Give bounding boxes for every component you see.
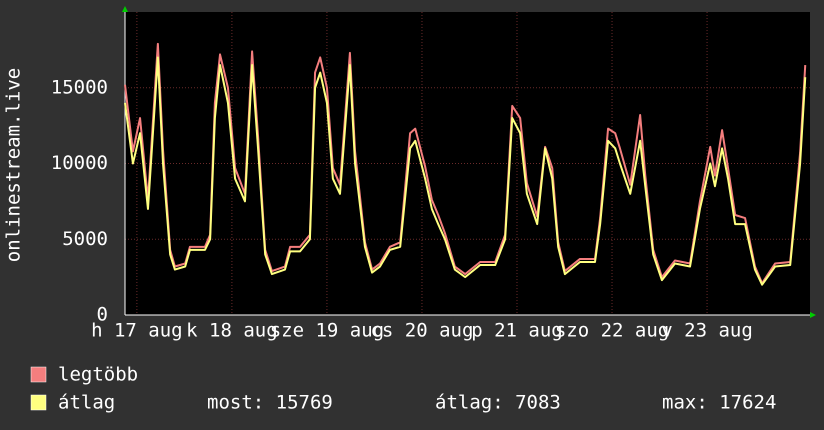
axis-arrow xyxy=(122,6,128,12)
line-series xyxy=(124,42,807,285)
legend-stat: átlag: 7083 xyxy=(435,392,561,414)
legend-stat: max: 17624 xyxy=(662,392,776,414)
y-tick-label: 15000 xyxy=(51,76,108,98)
x-tick-label: sze 19 aug xyxy=(270,320,384,342)
legend-swatch xyxy=(30,366,47,383)
legend-swatch xyxy=(30,394,47,411)
axis-arrow xyxy=(810,312,816,318)
y-tick-label: 0 xyxy=(97,304,108,326)
y-tick-label: 10000 xyxy=(51,152,108,174)
line-series xyxy=(124,56,807,286)
legend-label: legtöbb xyxy=(58,364,138,386)
legend-stat: most: 15769 xyxy=(207,392,333,414)
y-tick-label: 5000 xyxy=(62,228,108,250)
y-axis-label: onlinestream.live xyxy=(3,68,25,262)
x-tick-label: cs 20 aug xyxy=(370,320,473,342)
x-tick-label: h 17 aug xyxy=(91,320,183,342)
x-tick-label: szo 22 aug xyxy=(555,320,669,342)
x-tick-label: p 21 aug xyxy=(471,320,563,342)
x-tick-label: k 18 aug xyxy=(186,320,278,342)
x-tick-label: v 23 aug xyxy=(661,320,753,342)
legend-label: átlag xyxy=(58,392,115,414)
